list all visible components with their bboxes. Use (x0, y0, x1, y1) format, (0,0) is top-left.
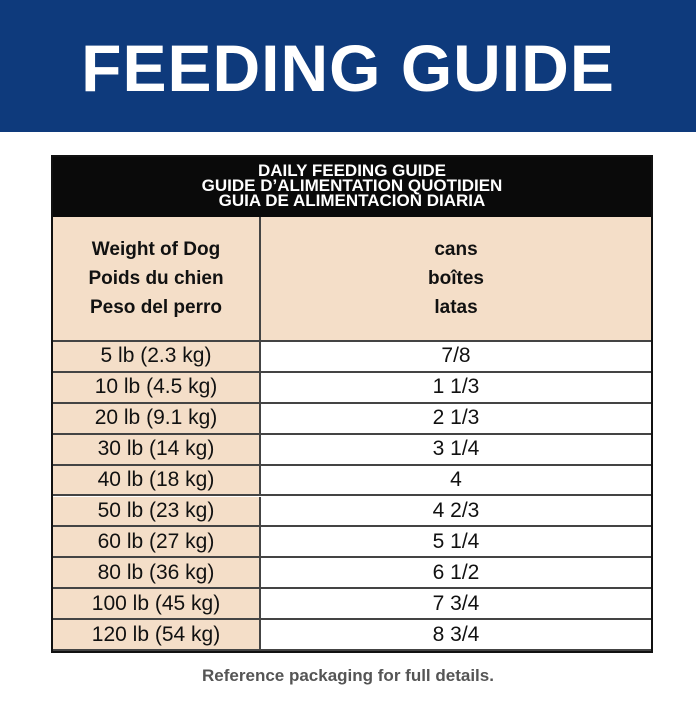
table-caption: DAILY FEEDING GUIDE GUIDE D’ALIMENTATION … (53, 157, 651, 217)
column-header: Weight of Dog Poids du chien Peso del perr… (53, 217, 261, 342)
header-line: Peso del perro (90, 297, 222, 318)
table-cell: 7 3/4 (261, 589, 651, 621)
table-cell: 120 lb (54 kg) (53, 620, 261, 651)
header-line: Poids du chien (88, 268, 224, 289)
table-cell: 2 1/3 (261, 403, 651, 435)
table-cell: 30 lb (14 kg) (53, 434, 261, 466)
banner: FEEDING GUIDE (0, 0, 696, 132)
table-cell: 3 1/4 (261, 434, 651, 466)
table-cell: 5 lb (2.3 kg) (53, 342, 261, 373)
table-cell: 7/8 (261, 342, 651, 373)
table-cell: 50 lb (23 kg) (53, 496, 261, 528)
header-line: boîtes (428, 268, 484, 289)
table-cell: 5 1/4 (261, 527, 651, 559)
table-cell: 4 2/3 (261, 496, 651, 528)
footer-note: Reference packaging for full details. (202, 666, 494, 685)
table-cell: 4 (261, 465, 651, 497)
table-cell: 80 lb (36 kg) (53, 558, 261, 590)
header-line: Weight of Dog (91, 239, 221, 260)
table-cell: 100 lb (45 kg) (53, 589, 261, 621)
feeding-table: DAILY FEEDING GUIDE GUIDE D’ALIMENTATION … (51, 155, 653, 653)
table-cell: 10 lb (4.5 kg) (53, 372, 261, 404)
table-cell: 20 lb (9.1 kg) (53, 403, 261, 435)
table-cell: 40 lb (18 kg) (53, 465, 261, 497)
column-header: cans boîtes latas (261, 217, 651, 342)
title: FEEDING GUIDE (81, 31, 615, 105)
caption-line: DAILY FEEDING GUIDE (258, 161, 446, 180)
caption-line: GUIA DE ALIMENTACION DIARIA (218, 191, 486, 210)
caption-line: GUIDE D’ALIMENTATION QUOTIDIEN (201, 176, 503, 195)
table-cell: 6 1/2 (261, 558, 651, 590)
table-cell: 60 lb (27 kg) (53, 527, 261, 559)
table-cell: 8 3/4 (261, 620, 651, 651)
table-cell: 1 1/3 (261, 372, 651, 404)
header-line: cans (434, 239, 478, 260)
header-line: latas (434, 297, 478, 318)
